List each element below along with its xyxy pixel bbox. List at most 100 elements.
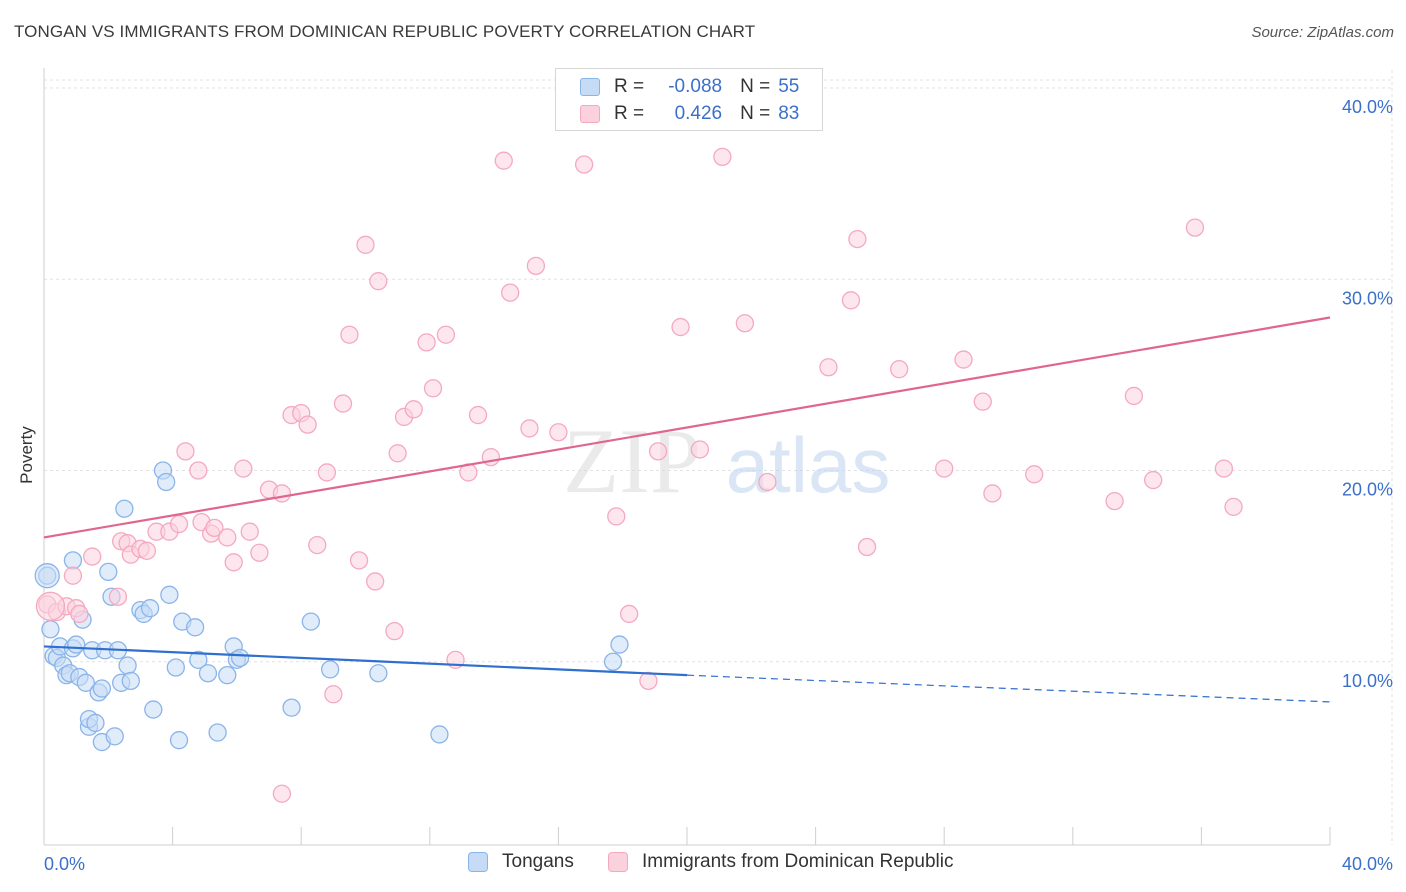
legend-r-value-tongans: -0.088 — [668, 76, 723, 97]
dominican-point — [333, 394, 353, 413]
dominican-point — [137, 541, 157, 560]
tongan-point — [230, 648, 250, 668]
tongan-point — [67, 635, 86, 654]
chart-title: TONGAN VS IMMIGRANTS FROM DOMINICAN REPU… — [14, 22, 756, 41]
tongan-point — [603, 652, 623, 671]
y-axis-label: Poverty — [17, 426, 36, 484]
dominican-point — [240, 522, 259, 541]
y-tick-label: 30.0% — [1342, 288, 1393, 308]
tongan-point — [369, 664, 388, 683]
series-legend-tongans: Tongans — [468, 851, 574, 873]
dominican-point — [494, 151, 513, 170]
legend-n-value-dominican: 83 — [778, 103, 800, 124]
tongan-point — [320, 660, 340, 679]
series-label-tongans: Tongans — [502, 851, 574, 872]
dominican-trend-line — [43, 316, 1331, 539]
dominican-point — [205, 518, 224, 538]
dominican-point — [848, 229, 867, 249]
tongan-point — [86, 713, 105, 733]
tongan-point — [169, 731, 189, 750]
dominican-point — [365, 572, 385, 591]
legend-swatch-dominican — [580, 105, 600, 123]
dominican-point — [735, 314, 755, 333]
dominican-point — [324, 685, 343, 704]
chart-source: Source: ZipAtlas.com — [1251, 24, 1394, 41]
dominican-point — [758, 472, 777, 492]
dominican-point — [234, 459, 253, 478]
dominican-point — [1214, 459, 1234, 478]
dominican-point — [317, 463, 337, 482]
dominican-point — [639, 671, 658, 691]
dominican-point — [690, 440, 710, 459]
dominican-point — [1025, 465, 1044, 484]
tongan-trend-line — [43, 645, 688, 677]
dominican-point — [385, 622, 404, 641]
tongan-point — [144, 700, 163, 719]
dominican-point — [973, 392, 992, 411]
tongan-point — [160, 585, 179, 604]
tongan-point — [166, 658, 185, 677]
tongan-point — [118, 656, 137, 675]
dominican-point — [648, 442, 668, 461]
trend-lines — [43, 316, 1331, 703]
dominican-point — [619, 604, 639, 624]
y-tick-label: 10.0% — [1342, 671, 1393, 691]
tongan-trend-extension — [686, 674, 1331, 703]
series-label-dominican: Immigrants from Dominican Republic — [642, 851, 954, 872]
tongan-point — [115, 499, 134, 518]
dominican-point — [1185, 218, 1205, 237]
dominican-point — [526, 256, 546, 276]
dominican-point — [1144, 470, 1163, 490]
watermark-zip: ZIP — [563, 410, 701, 512]
legend-r-label: R = — [614, 103, 645, 124]
tongan-point — [41, 620, 60, 639]
tongan-point — [282, 698, 301, 717]
dominican-point — [841, 291, 861, 310]
tongan-point — [208, 723, 227, 742]
tongan-point — [157, 472, 176, 492]
tongan-point — [610, 635, 629, 654]
dominican-point — [671, 317, 690, 337]
watermark-atlas: atlas — [726, 421, 891, 509]
legend-row-tongans: R = -0.088 N = 55 — [580, 75, 799, 99]
dominican-point — [501, 283, 520, 302]
y-tick-label: 20.0% — [1342, 480, 1393, 500]
tongan-point — [189, 650, 208, 669]
y-tick-label: 40.0% — [1342, 97, 1393, 117]
tongan-point — [185, 618, 205, 637]
dominican-point — [890, 359, 909, 379]
dominican-point — [272, 784, 292, 803]
data-points — [34, 147, 1243, 803]
dominican-point — [388, 444, 407, 463]
legend-row-dominican: R = 0.426 N = 83 — [580, 102, 799, 126]
x-tick-label: 0.0% — [44, 854, 85, 874]
correlation-legend: R = -0.088 N = 55 R = 0.426 N = 83 — [555, 68, 823, 131]
x-tick-label: 40.0% — [1342, 854, 1393, 874]
dominican-point — [423, 379, 443, 398]
dominican-point — [713, 147, 732, 167]
dominican-point — [70, 604, 89, 624]
dominican-point — [607, 507, 626, 526]
legend-n-label: N = — [740, 76, 771, 97]
dominican-point — [404, 400, 423, 419]
dominican-point — [954, 350, 973, 369]
dominican-point — [189, 461, 208, 480]
dominican-point — [308, 535, 327, 555]
watermark: ZIP atlas — [563, 410, 890, 512]
dominican-point — [819, 358, 838, 377]
dominican-point — [468, 405, 488, 425]
dominican-point — [356, 235, 375, 254]
dominican-point — [272, 484, 292, 503]
dominican-point — [574, 155, 594, 174]
dominican-point — [108, 587, 128, 606]
legend-swatch-tongans — [580, 78, 600, 96]
series-swatch-tongans — [468, 852, 488, 872]
legend-n-label: N = — [740, 103, 771, 124]
tongan-point — [301, 612, 320, 631]
dominican-point — [83, 547, 102, 566]
tongan-point — [63, 551, 83, 570]
series-legend-dominican: Immigrants from Dominican Republic — [608, 851, 954, 873]
dominican-point — [417, 333, 436, 352]
dominican-point — [549, 423, 568, 442]
dominican-point — [857, 537, 877, 557]
